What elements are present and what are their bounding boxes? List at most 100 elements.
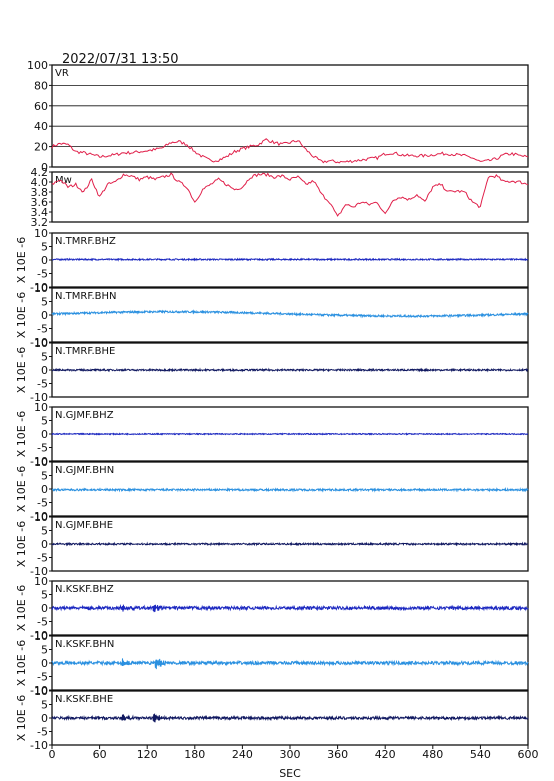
y-tick-label: 100 (27, 59, 48, 72)
series-line-s4 (51, 432, 529, 436)
y-tick-label: 3.8 (31, 186, 49, 199)
panel-s1: -10-505 10 N.TMRF.BHZ X 10E -6 (15, 227, 529, 294)
y-tick-label: 80 (34, 79, 48, 92)
y-tick-label: 10 (34, 511, 48, 524)
y-tick-label: 0 (41, 309, 48, 322)
y-tick-label: -5 (37, 378, 48, 391)
y-tick-label: -5 (37, 442, 48, 455)
y-tick-label: -10 (30, 391, 48, 404)
y-tick-label: 3.6 (31, 196, 49, 209)
y-tick-label: -5 (37, 616, 48, 629)
panel-label: N.GJMF.BHZ (55, 410, 114, 421)
series-line-s8 (51, 658, 529, 670)
y-tick-label: 0 (41, 254, 48, 267)
series-line-s6 (51, 541, 529, 547)
panel-label: N.TMRF.BHZ (55, 236, 116, 247)
x-tick-label: 360 (327, 748, 348, 761)
y-tick-label: -10 (30, 281, 48, 294)
timestamp: 2022/07/31 13:50 (62, 52, 179, 67)
x-tick-label: 420 (375, 748, 396, 761)
series-line-vr (51, 138, 529, 164)
y-tick-label: 5 (41, 351, 48, 364)
y-tick-label: 0 (41, 657, 48, 670)
y-tick-label: 0 (41, 483, 48, 496)
x-axis: 0 60 120 180 240 300 360 420 480 540 600 (49, 745, 539, 761)
x-tick-label: 600 (518, 748, 539, 761)
panel-vr: 0 20 40 60 80 100 VR (27, 59, 529, 174)
y-tick-label: -5 (37, 552, 48, 565)
panel-label: N.GJMF.BHN (55, 465, 114, 476)
series-line-s5 (52, 486, 529, 493)
panel-frame (51, 287, 529, 343)
y-tick-label: 5 (41, 525, 48, 538)
y-tick-label: 5 (41, 699, 48, 712)
y-tick-label: 0 (41, 161, 48, 174)
y-tick-label: -5 (37, 671, 48, 684)
y-unit-label: X 10E -6 (15, 585, 28, 631)
y-unit-label: X 10E -6 (15, 521, 28, 567)
x-tick-label: 180 (184, 748, 205, 761)
y-tick-label: -5 (37, 268, 48, 281)
y-tick-label: 10 (34, 282, 48, 295)
panels: 020406080100VR3.23.43.63.84.04.2Mw-10-50… (15, 59, 529, 752)
y-tick-label: 5 (41, 415, 48, 428)
panel-label: N.TMRF.BHE (55, 346, 115, 357)
panel-label: N.TMRF.BHN (55, 291, 117, 302)
series-line-s2 (51, 309, 529, 319)
y-tick-label: 5 (41, 589, 48, 602)
x-tick-label: 120 (137, 748, 158, 761)
y-tick-label: 40 (34, 120, 48, 133)
y-tick-label: 4.0 (31, 176, 49, 189)
y-unit-label: X 10E -6 (15, 292, 28, 338)
y-tick-label: -5 (37, 497, 48, 510)
y-unit-label: X 10E -6 (15, 237, 28, 283)
y-unit-label: X 10E -6 (15, 347, 28, 393)
panel-label: N.GJMF.BHE (55, 520, 113, 531)
y-tick-label: 5 (41, 470, 48, 483)
y-tick-label: -10 (30, 684, 48, 697)
y-tick-label: -5 (37, 726, 48, 739)
y-tick-label: -10 (30, 455, 48, 468)
y-tick-label: 4.2 (31, 166, 49, 179)
y-tick-label: 5 (41, 644, 48, 657)
panel-label: N.KSKF.BHN (55, 639, 114, 650)
panel-label: N.KSKF.BHE (55, 694, 113, 705)
x-tick-label: 480 (422, 748, 443, 761)
y-unit-label: X 10E -6 (15, 695, 28, 741)
y-tick-label: 0 (41, 538, 48, 551)
series-line-s3 (51, 367, 529, 373)
series-line-s1 (52, 257, 528, 262)
y-tick-label: -10 (30, 739, 48, 752)
y-tick-label: 5 (41, 241, 48, 254)
y-tick-label: -10 (30, 565, 48, 578)
panel-mw: 3.23.43.63.84.04.2 Mw (31, 166, 529, 229)
y-tick-label: 10 (34, 630, 48, 643)
y-tick-label: -5 (37, 323, 48, 336)
series-line-s9 (51, 713, 529, 723)
series-line-mw (51, 172, 529, 217)
y-tick-label: 0 (41, 428, 48, 441)
panel-frame (51, 64, 529, 168)
x-tick-label: 540 (470, 748, 491, 761)
y-tick-label: -10 (30, 510, 48, 523)
panel-label: N.KSKF.BHZ (55, 584, 114, 595)
y-unit-label: X 10E -6 (15, 466, 28, 512)
y-tick-label: 60 (34, 100, 48, 113)
y-tick-label: -10 (30, 629, 48, 642)
x-tick-label: 300 (280, 748, 301, 761)
y-tick-label: 10 (34, 685, 48, 698)
x-tick-label: 0 (49, 748, 56, 761)
y-tick-label: 20 (34, 141, 48, 154)
x-tick-label: 240 (232, 748, 253, 761)
y-tick-label: 3.2 (31, 216, 49, 229)
y-tick-label: -10 (30, 336, 48, 349)
series-line-s7 (51, 603, 529, 613)
y-tick-label: 3.4 (31, 206, 49, 219)
